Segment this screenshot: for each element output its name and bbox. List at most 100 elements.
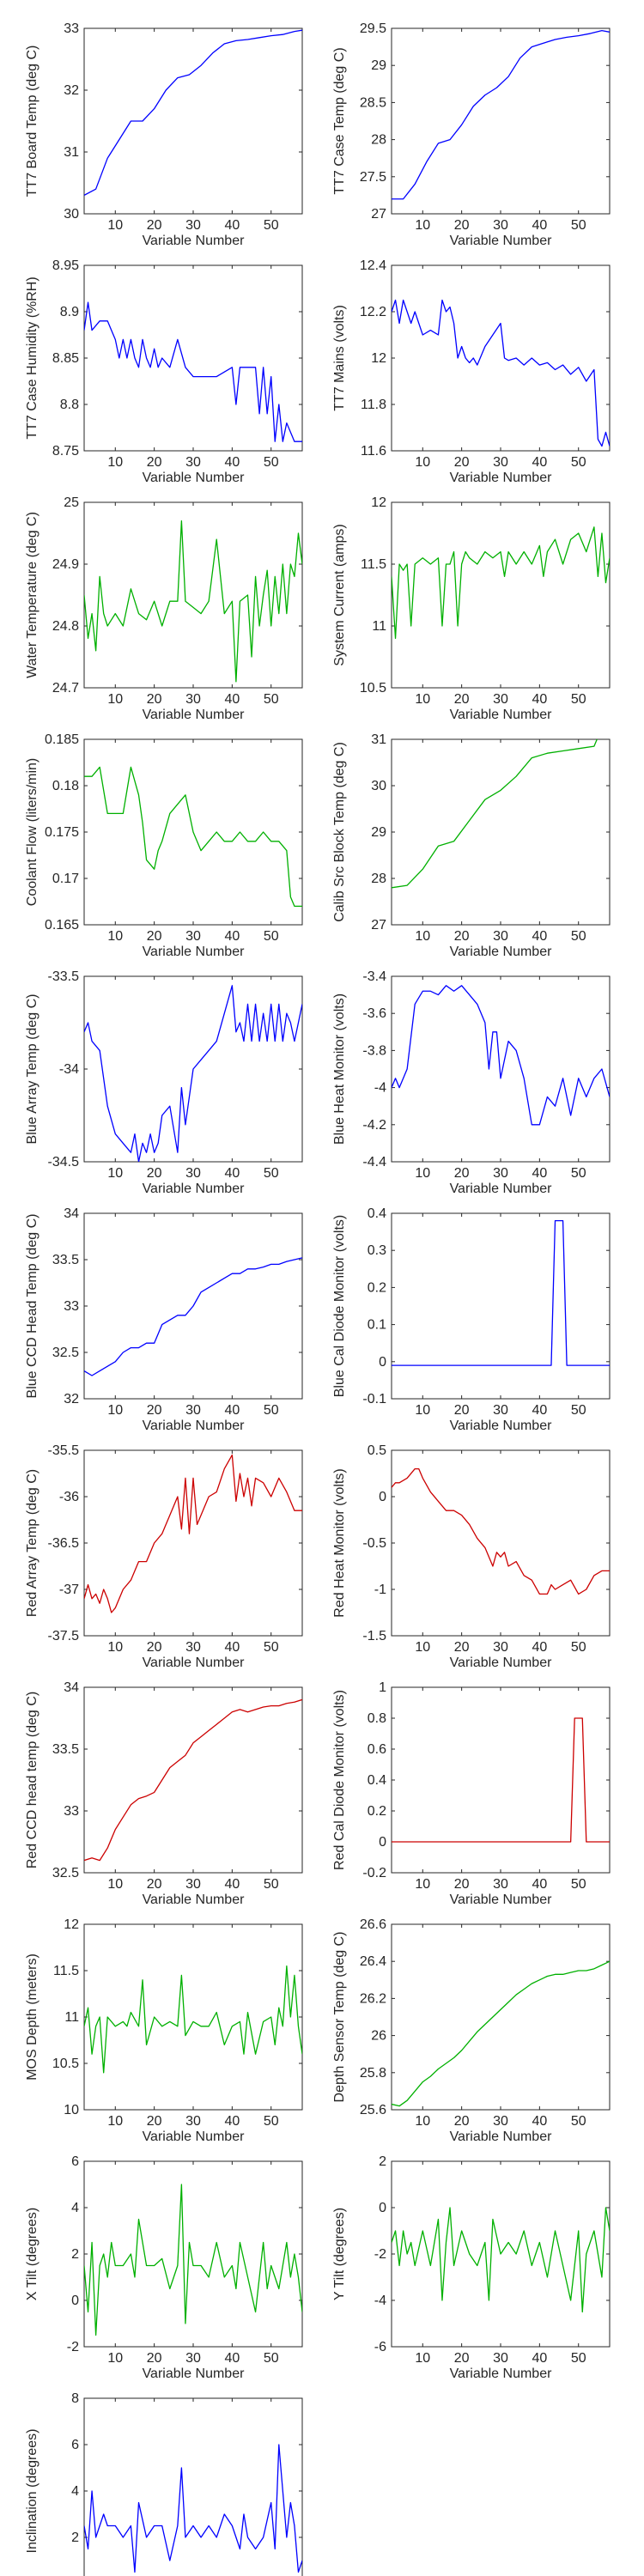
y-axis-label: TT7 Board Temp (deg C)	[25, 46, 39, 197]
x-axis-label: Variable Number	[143, 945, 246, 959]
y-tick-label: 33.5	[52, 1253, 79, 1267]
y-tick-label: -34	[59, 1062, 79, 1077]
x-axis-label: Variable Number	[450, 708, 553, 722]
y-tick-label: 0	[379, 1355, 386, 1370]
plot-frame	[391, 264, 611, 452]
x-tick-label: 40	[532, 1166, 547, 1181]
plot-frame	[391, 1212, 611, 1400]
chart-14: 10 20 30 40 50 -1.5 -1 -0.5 0 0.5 Variable Number R…	[332, 1443, 611, 1670]
chart-6: 10 20 30 40 50 10.5 11 11.5 12 Variable Number Sys…	[332, 495, 611, 722]
y-tick-label: 4	[71, 2201, 79, 2215]
x-tick-label: 20	[147, 1640, 162, 1655]
y-axis-label: X Tilt (degrees)	[25, 2208, 39, 2300]
y-tick-label: 2	[71, 2247, 79, 2262]
x-tick-label: 30	[185, 2351, 201, 2366]
series-line	[392, 1467, 610, 1595]
x-tick-label: 40	[532, 692, 547, 707]
y-tick-label: -4	[374, 2293, 386, 2308]
x-tick-label: 50	[264, 2114, 279, 2129]
y-tick-label: 0.8	[368, 1711, 386, 1726]
y-tick-label: 0.6	[368, 1742, 386, 1757]
y-tick-label: 6	[71, 2438, 79, 2452]
y-tick-label: -3.8	[362, 1043, 386, 1058]
y-axis-label: MOS Depth (meters)	[25, 1953, 39, 2081]
x-tick-label: 20	[454, 1640, 470, 1655]
x-tick-label: 10	[107, 1166, 123, 1181]
x-tick-label: 10	[107, 455, 123, 470]
x-tick-label: 40	[532, 929, 547, 944]
y-tick-label: -3.6	[362, 1006, 386, 1021]
series-line	[392, 1219, 610, 1366]
x-axis-label: Variable Number	[143, 1419, 246, 1433]
x-tick-label: 10	[415, 2114, 430, 2129]
y-tick-label: -2	[374, 2247, 386, 2262]
x-tick-label: 10	[107, 692, 123, 707]
y-tick-label: 11.8	[361, 398, 386, 412]
x-tick-label: 40	[224, 2114, 240, 2129]
chart-21: 102030405002468Variable NumberInclinatio…	[25, 2391, 303, 2576]
plot-frame	[391, 501, 611, 689]
y-tick-label: -0.1	[362, 1392, 386, 1406]
x-tick-label: 20	[147, 1877, 162, 1892]
x-axis-label: Variable Number	[450, 234, 553, 248]
x-axis-label: Variable Number	[143, 471, 246, 485]
y-tick-label: 31	[64, 145, 79, 160]
chart-16: 10 20 30 40 50 -0.2 0 0.2 0.4 0.6 0.8 1 Variable Num…	[332, 1680, 611, 1907]
y-tick-label: 29	[371, 825, 386, 840]
y-axis-label: TT7 Case Humidity (%RH)	[25, 276, 39, 439]
y-tick-label: 8.85	[52, 351, 79, 366]
y-tick-label: 11	[64, 2010, 79, 2025]
y-tick-label: 0.3	[368, 1243, 386, 1258]
x-tick-label: 50	[264, 218, 279, 233]
x-tick-label: 50	[571, 1877, 586, 1892]
x-tick-label: 40	[224, 929, 240, 944]
x-tick-label: 20	[454, 692, 470, 707]
chart-4: 10 20 30 40 50 11.6 11.8 12 12.2 12.4 Variable Num…	[332, 258, 611, 485]
y-axis-label: Blue CCD Head Temp (deg C)	[25, 1214, 39, 1399]
y-tick-label: 32.5	[52, 1866, 79, 1880]
chart-12: 10 20 30 40 50 -0.1 0 0.1 0.2 0.3 0.4 Variable Numb…	[332, 1206, 611, 1433]
y-tick-label: 33	[64, 1299, 79, 1314]
y-tick-label: -34.5	[48, 1155, 80, 1170]
series-line	[84, 766, 302, 908]
x-axis-label: Variable Number	[450, 2366, 553, 2381]
x-tick-label: 20	[147, 218, 162, 233]
y-tick-label: -0.2	[362, 1866, 386, 1880]
x-tick-label: 50	[264, 1640, 279, 1655]
x-tick-label: 20	[454, 1166, 470, 1181]
x-tick-label: 50	[571, 455, 586, 470]
x-tick-label: 30	[493, 692, 508, 707]
y-tick-label: 27.5	[360, 170, 386, 185]
y-axis-label: Calib Src Block Temp (deg C)	[332, 742, 347, 922]
y-tick-label: 30	[64, 207, 79, 222]
x-axis-label: Variable Number	[143, 1893, 246, 1907]
y-tick-label: -6	[374, 2340, 386, 2354]
x-tick-label: 30	[493, 1403, 508, 1418]
x-axis-label: Variable Number	[450, 1419, 553, 1433]
x-axis-label: Variable Number	[450, 1182, 553, 1196]
y-tick-label: -35.5	[48, 1443, 80, 1458]
x-tick-label: 40	[224, 455, 240, 470]
plot-frame	[83, 1686, 303, 1874]
chart-7: 10 20 30 40 50 0.165 0.17 0.175 0.18 0.185 Variabl…	[25, 732, 303, 959]
y-tick-label: 27	[371, 918, 386, 933]
chart-2: 10 20 30 40 50 27 27.5 28 28.5 29 29.5 Variable Num…	[332, 21, 611, 248]
y-tick-label: 34	[64, 1206, 79, 1221]
chart-1: 10 20 30 40 50 30 31 32 33 Variable Number TT7 Boa…	[25, 21, 303, 248]
y-tick-label: 0.5	[368, 1443, 386, 1458]
x-tick-label: 10	[415, 929, 430, 944]
x-tick-label: 10	[107, 218, 123, 233]
y-tick-label: -4	[374, 1081, 386, 1096]
y-tick-label: 10	[64, 2103, 79, 2117]
x-tick-label: 10	[415, 1877, 430, 1892]
y-tick-label: -4.4	[362, 1155, 386, 1170]
plot-frame	[83, 27, 303, 215]
y-tick-label: 2	[71, 2530, 79, 2545]
x-axis-label: Variable Number	[143, 234, 246, 248]
y-tick-label: 12.4	[360, 258, 386, 273]
x-tick-label: 30	[185, 1403, 201, 1418]
y-tick-label: 33.5	[52, 1742, 79, 1757]
y-tick-label: 0.4	[368, 1206, 386, 1221]
y-tick-label: -33.5	[48, 969, 80, 984]
